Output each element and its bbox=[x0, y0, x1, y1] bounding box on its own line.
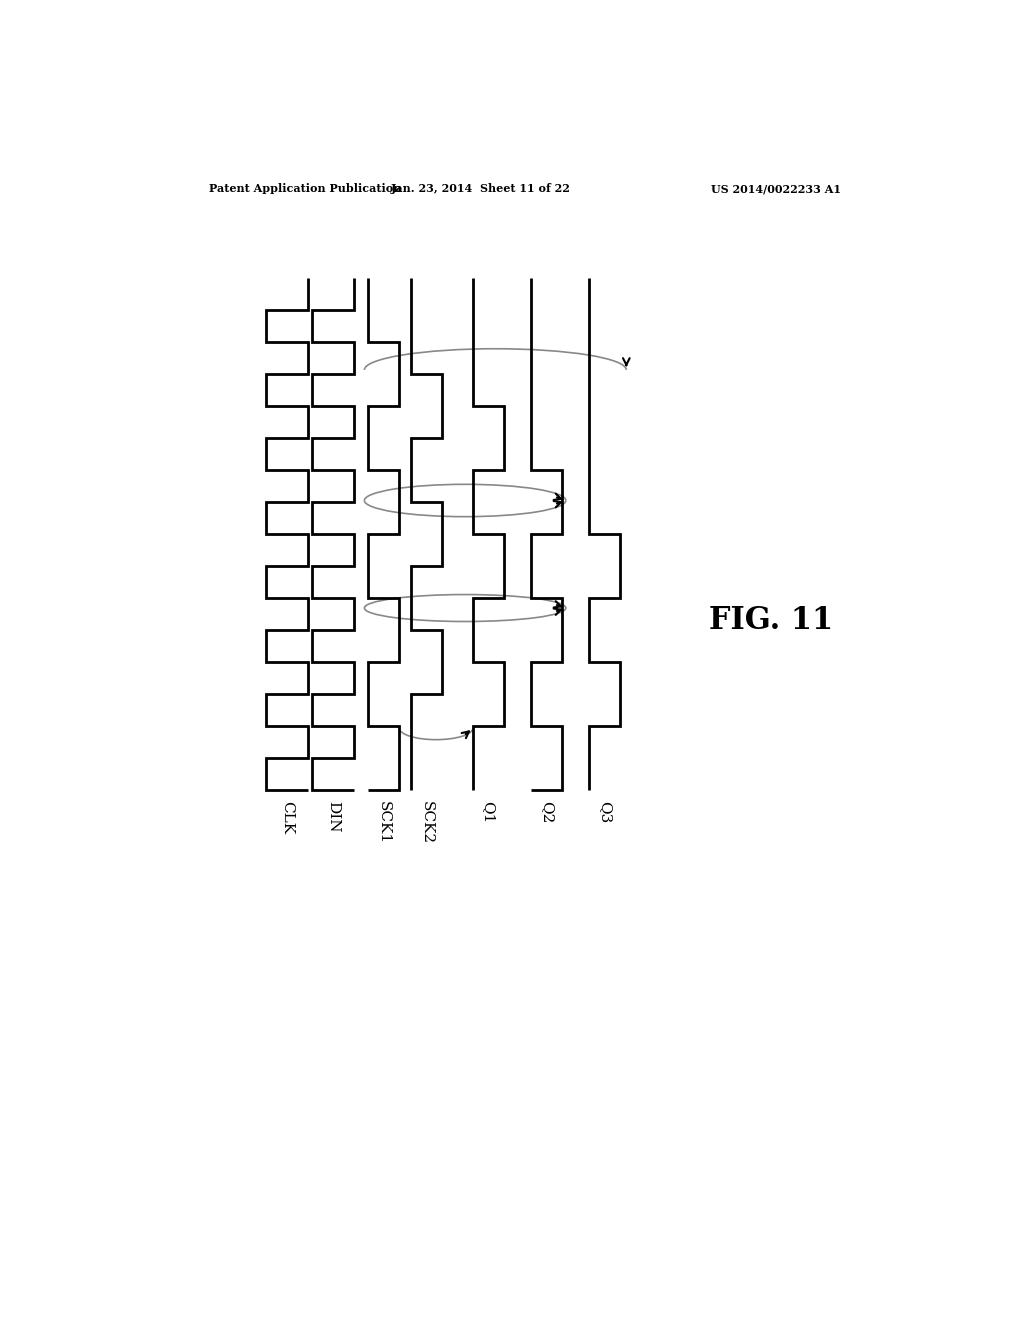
Text: Patent Application Publication: Patent Application Publication bbox=[209, 183, 401, 194]
Text: CLK: CLK bbox=[280, 801, 294, 834]
Text: Q2: Q2 bbox=[540, 801, 554, 824]
Text: DIN: DIN bbox=[327, 801, 340, 833]
Text: Q1: Q1 bbox=[481, 801, 496, 824]
Text: FIG. 11: FIG. 11 bbox=[710, 605, 834, 636]
Text: SCK1: SCK1 bbox=[377, 801, 391, 845]
Text: Jan. 23, 2014  Sheet 11 of 22: Jan. 23, 2014 Sheet 11 of 22 bbox=[391, 183, 570, 194]
Text: Q3: Q3 bbox=[598, 801, 611, 824]
Text: US 2014/0022233 A1: US 2014/0022233 A1 bbox=[711, 183, 841, 194]
Text: SCK2: SCK2 bbox=[420, 801, 433, 845]
